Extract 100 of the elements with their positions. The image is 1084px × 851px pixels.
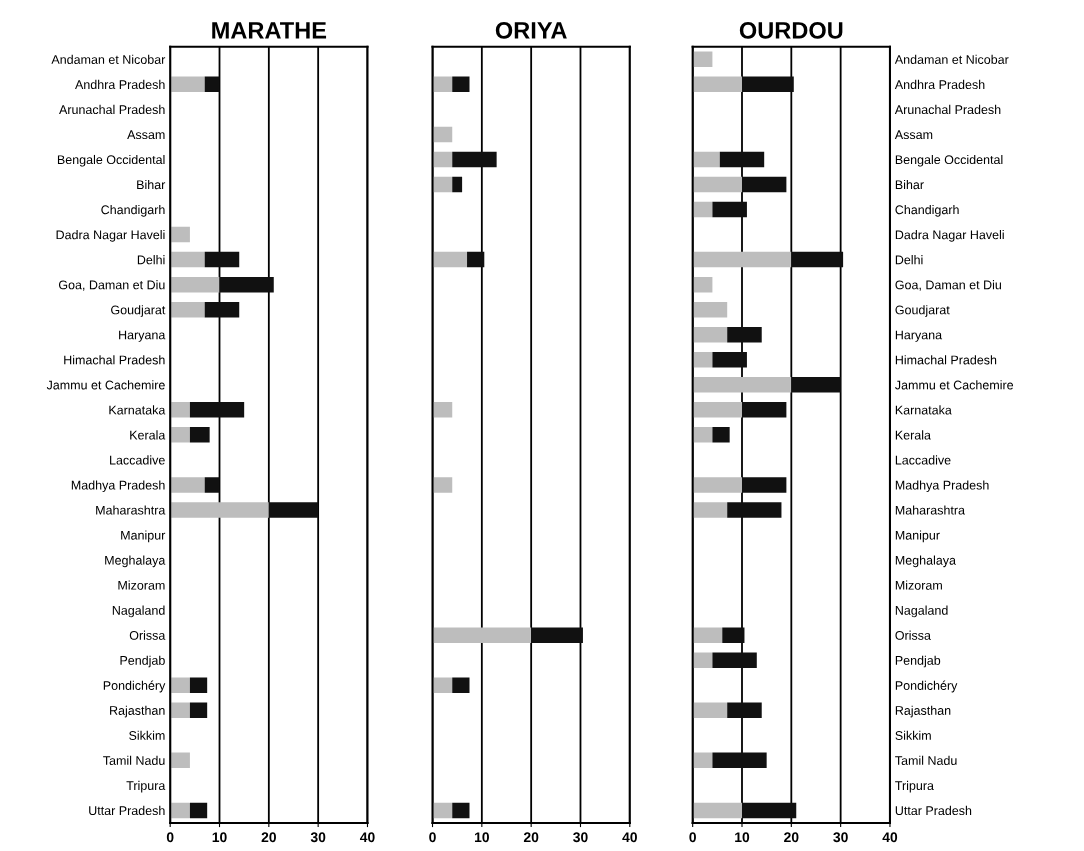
y-tick-label: Andaman et Nicobar [51,54,166,64]
bar [432,402,453,418]
y-tick-label: Delhi [895,255,923,265]
y-tick-label: Pondichéry [895,680,958,693]
y-tick-label: Haryana [895,330,943,342]
bar [712,752,767,769]
bar [692,477,742,493]
x-tick-label: 40 [359,832,375,843]
bar [170,502,269,518]
bar [727,502,782,518]
y-tick-label: Orissa [129,630,166,640]
y-tick-label: Sikkim [895,730,931,740]
y-tick-label: Nagaland [895,605,948,618]
x-tick-label: 20 [261,832,276,843]
bar [204,301,240,318]
x-tick-label: 30 [573,832,588,843]
y-tick-label: Andhra Pradesh [75,79,165,90]
x-tick-label: 0 [166,832,174,843]
bar [268,502,319,518]
bar [432,677,453,693]
y-tick-label: Karnataka [109,405,166,415]
y-tick-label: Goa, Daman et Diu [895,280,1001,291]
y-tick-label: Assam [127,130,165,140]
y-tick-label: Arunachal Pradesh [59,104,165,115]
y-tick-label: Madhya Pradesh [71,480,165,493]
bar [692,76,742,93]
bar [692,251,792,268]
bar [170,802,190,819]
y-tick-label: Bihar [137,179,166,190]
bar [452,802,470,819]
bar [742,477,787,493]
bar [692,702,728,719]
bar [189,427,210,443]
bar [204,477,220,493]
bar [791,377,841,393]
chart-title: OURDOU [739,21,843,39]
y-tick-label: Andaman et Nicobar [894,54,1009,64]
y-tick-label: Rajasthan [895,705,951,718]
bar [692,427,713,443]
y-tick-label: Pendjab [895,655,941,668]
y-tick-label: Arunachal Pradesh [894,104,1001,115]
bar [189,802,208,819]
y-tick-label: Dadra Nagar Haveli [56,230,165,242]
x-tick-label: 0 [689,832,696,843]
bar [692,377,792,393]
bar [170,276,220,293]
y-tick-label: Andhra Pradesh [894,79,985,90]
y-tick-label: Pendjab [120,655,165,668]
y-tick-label: Kerala [895,430,931,440]
bar [452,151,497,168]
bar [712,652,757,668]
y-tick-label: Bengale Occidental [895,154,1003,167]
bar [712,201,747,218]
x-tick-label: 40 [622,832,637,843]
bar [432,477,453,493]
bar [692,351,713,368]
y-tick-label: Haryana [119,330,166,342]
bar [170,301,205,318]
y-tick-label: Goa, Daman et Diu [58,280,165,291]
bar [170,752,190,769]
y-tick-label: Mizoram [118,580,165,590]
bar [791,251,844,268]
y-tick-label: Manipur [895,530,940,543]
bar [189,402,245,418]
y-tick-label: Maharashtra [96,505,166,515]
bar [719,151,765,168]
y-tick-label: Jammu et Cachemire [895,380,1014,390]
chart-title: MARATHE [212,22,327,39]
bar [170,251,205,268]
bar [727,326,762,343]
x-tick-label: 20 [523,832,539,843]
y-tick-label: Karnataka [895,405,952,415]
bar [692,627,723,643]
y-tick-label: Himachal Pradesh [64,355,165,365]
y-tick-label: Uttar Pradesh [895,805,972,816]
x-tick-label: 10 [474,832,489,843]
y-tick-label: Dadra Nagar Haveli [895,230,1004,242]
y-tick-label: Laccadive [895,455,951,465]
y-tick-label: Madhya Pradesh [895,480,989,493]
bar [722,627,745,643]
y-tick-label: Orissa [895,630,931,640]
bar [467,251,485,268]
y-tick-label: Bengale Occidental [57,154,165,167]
bar [742,402,787,418]
bar [727,702,762,719]
y-tick-label: Tamil Nadu [895,755,957,765]
bar [692,802,742,819]
y-tick-label: Maharashtra [895,505,965,515]
bar [712,351,747,368]
y-tick-label: Nagaland [112,605,165,618]
bar [531,627,583,643]
y-tick-label: Manipur [121,530,166,543]
y-tick-label: Himachal Pradesh [895,355,997,365]
chart-title: ORIYA [495,21,567,39]
x-tick-label: 30 [310,832,326,843]
y-tick-label: Mizoram [895,580,942,590]
bar [170,702,190,719]
bar [204,251,240,268]
y-tick-label: Uttar Pradesh [89,805,165,816]
y-tick-label: Chandigarh [895,205,959,217]
